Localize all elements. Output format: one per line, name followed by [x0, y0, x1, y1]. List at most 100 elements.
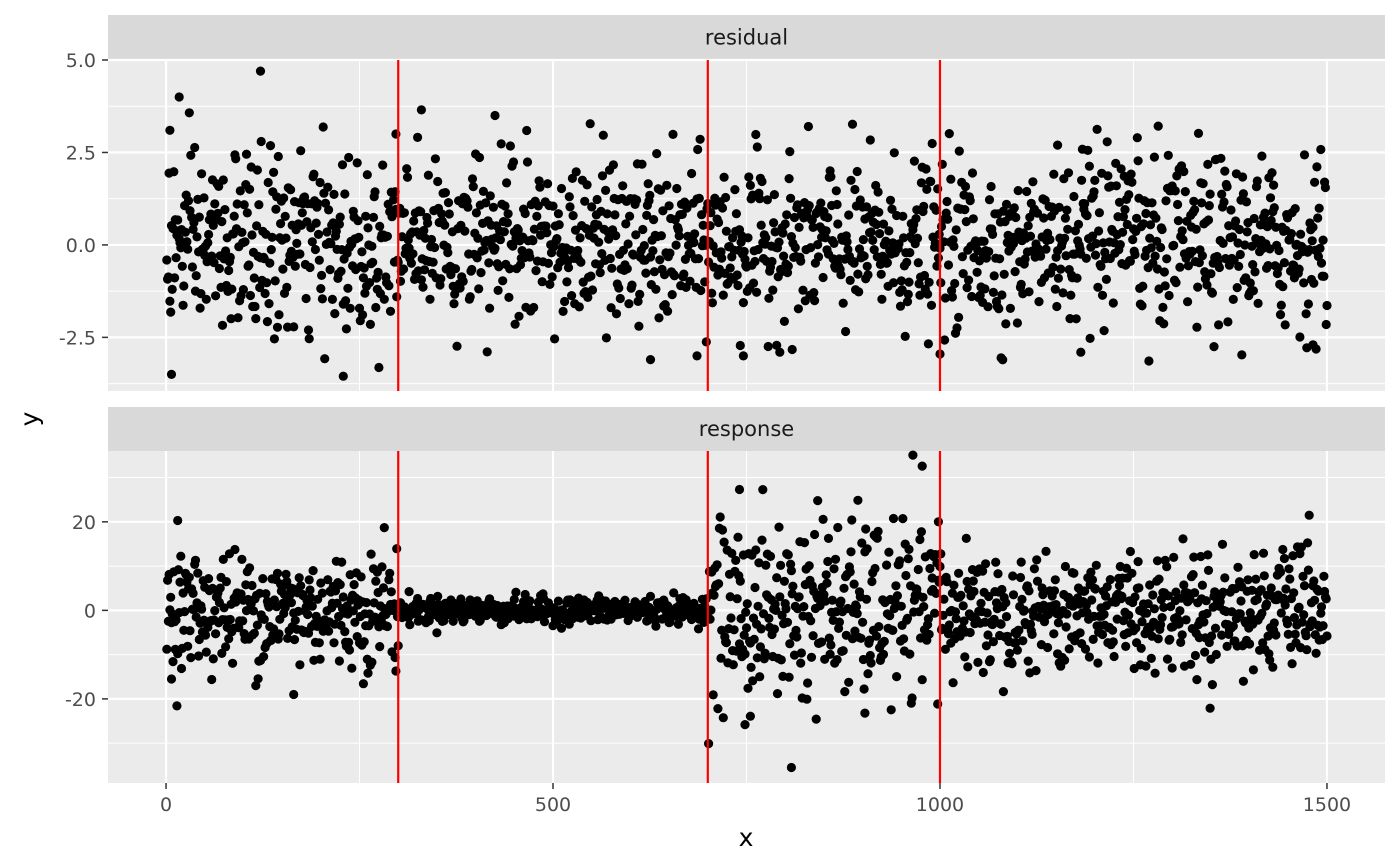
data-point: [201, 647, 211, 657]
data-point: [440, 188, 450, 198]
data-point: [173, 215, 183, 225]
data-point: [634, 321, 644, 331]
y-tick-label: 5.0: [66, 50, 96, 72]
data-point: [1299, 610, 1309, 620]
data-point: [1141, 661, 1151, 671]
data-point: [430, 154, 440, 164]
data-point: [810, 529, 820, 540]
data-point: [924, 629, 934, 639]
data-point: [1109, 651, 1119, 662]
data-point: [967, 168, 978, 178]
data-point: [449, 299, 459, 309]
data-point: [1290, 204, 1300, 214]
data-point: [317, 294, 327, 304]
data-point: [655, 255, 665, 265]
data-point: [793, 200, 803, 210]
data-point: [1192, 322, 1202, 332]
data-point: [621, 219, 631, 229]
data-point: [1179, 166, 1189, 177]
data-point: [375, 642, 385, 652]
data-point: [1090, 175, 1100, 185]
data-point: [1320, 182, 1330, 193]
data-point: [1143, 599, 1153, 609]
data-point: [1152, 264, 1163, 274]
data-point: [625, 211, 635, 221]
data-point: [1196, 551, 1206, 562]
data-point: [520, 208, 530, 219]
data-point: [180, 227, 190, 237]
data-point: [1094, 226, 1104, 236]
data-point: [988, 287, 999, 297]
data-point: [341, 324, 351, 334]
data-point: [1189, 552, 1199, 562]
data-point: [948, 678, 958, 688]
data-point: [793, 304, 804, 314]
data-point: [750, 256, 760, 267]
data-point: [968, 214, 978, 224]
data-point: [408, 249, 418, 259]
data-point: [960, 205, 970, 215]
data-point: [1218, 238, 1228, 248]
data-point: [471, 208, 481, 218]
data-point: [330, 309, 340, 319]
data-point: [204, 574, 214, 584]
data-point: [359, 263, 369, 273]
data-point: [193, 568, 203, 578]
data-point: [1232, 283, 1242, 293]
data-point: [853, 495, 863, 505]
data-point: [1281, 584, 1291, 594]
data-point: [888, 513, 899, 524]
data-point: [746, 662, 756, 673]
data-point: [548, 201, 558, 211]
data-point: [631, 230, 641, 240]
data-point: [833, 522, 843, 533]
data-point: [772, 689, 783, 699]
data-point: [1234, 224, 1245, 235]
data-point: [627, 280, 637, 290]
data-point: [861, 202, 872, 212]
data-point: [1197, 580, 1207, 590]
data-point: [725, 263, 735, 273]
data-point: [852, 166, 862, 177]
data-point: [180, 607, 190, 617]
data-point: [210, 199, 220, 209]
data-point: [371, 576, 381, 586]
data-point: [1156, 620, 1166, 630]
data-point: [240, 237, 250, 247]
data-point: [1161, 196, 1171, 206]
data-point: [203, 238, 213, 248]
data-point: [325, 265, 335, 275]
data-point: [1223, 317, 1233, 327]
data-point: [961, 217, 971, 227]
data-point: [778, 228, 788, 238]
data-point: [571, 167, 581, 177]
data-point: [1176, 637, 1186, 648]
data-point: [792, 632, 802, 642]
data-point: [1322, 631, 1332, 641]
data-point: [969, 586, 979, 597]
data-point: [337, 160, 348, 170]
data-point: [356, 572, 366, 582]
data-point: [1152, 556, 1163, 566]
data-point: [881, 236, 891, 246]
data-point: [297, 208, 307, 218]
data-point: [1286, 229, 1296, 239]
data-point: [1303, 565, 1313, 575]
data-point: [677, 209, 687, 219]
data-point: [344, 637, 354, 648]
data-point: [478, 186, 488, 196]
data-point: [940, 335, 950, 345]
data-point: [294, 573, 304, 583]
data-point: [344, 645, 355, 655]
data-point: [1145, 580, 1155, 590]
data-point: [1238, 172, 1248, 182]
data-point: [502, 178, 512, 188]
data-point: [563, 263, 574, 273]
data-point: [314, 638, 324, 648]
data-point: [701, 337, 711, 347]
data-point: [1185, 594, 1195, 604]
data-point: [845, 567, 855, 577]
data-point: [582, 180, 592, 190]
data-point: [789, 212, 800, 223]
data-point: [849, 579, 859, 589]
